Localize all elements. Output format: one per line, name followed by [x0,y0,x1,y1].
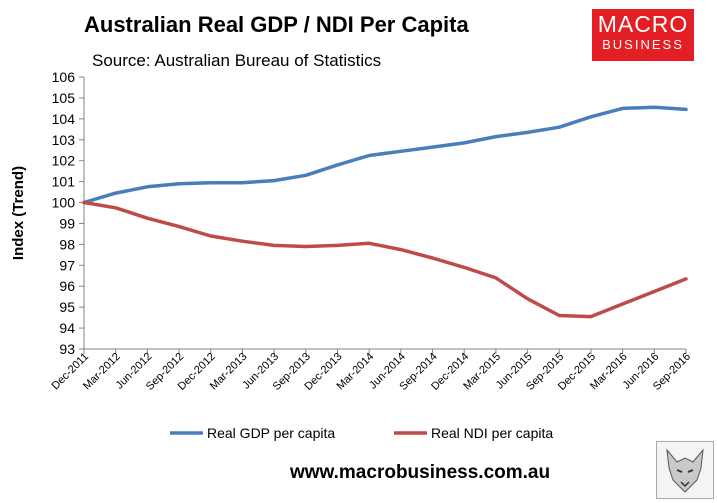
footer-url: www.macrobusiness.com.au [290,462,551,483]
y-tick-label: 102 [52,153,76,169]
y-tick-label: 96 [59,278,75,294]
y-tick-label: 98 [59,236,75,252]
y-tick-label: 93 [59,341,75,357]
y-tick-label: 99 [59,215,75,231]
series-line [82,105,688,205]
macrobusiness-logo: MACRO BUSINESS [592,9,694,61]
legend-label: Real GDP per capita [207,425,335,441]
wolf-emblem-icon [656,441,714,499]
y-tick-label: 104 [52,111,76,127]
chart-title: Australian Real GDP / NDI Per Capita [84,12,469,37]
series-line [82,200,688,319]
y-tick-label: 100 [52,195,76,211]
logo-text-bottom: BUSINESS [602,37,684,52]
logo-text-top: MACRO [597,11,689,37]
legend-label: Real NDI per capita [431,425,553,441]
y-tick-label: 105 [52,90,76,106]
y-tick-label: 106 [52,69,76,85]
chart-source: Source: Australian Bureau of Statistics [92,51,382,70]
y-axis-title: Index (Trend) [10,166,27,260]
y-tick-label: 94 [59,320,75,336]
y-tick-label: 101 [52,174,76,190]
y-tick-label: 103 [52,132,76,148]
y-tick-label: 97 [59,257,75,273]
y-tick-label: 95 [59,299,75,315]
